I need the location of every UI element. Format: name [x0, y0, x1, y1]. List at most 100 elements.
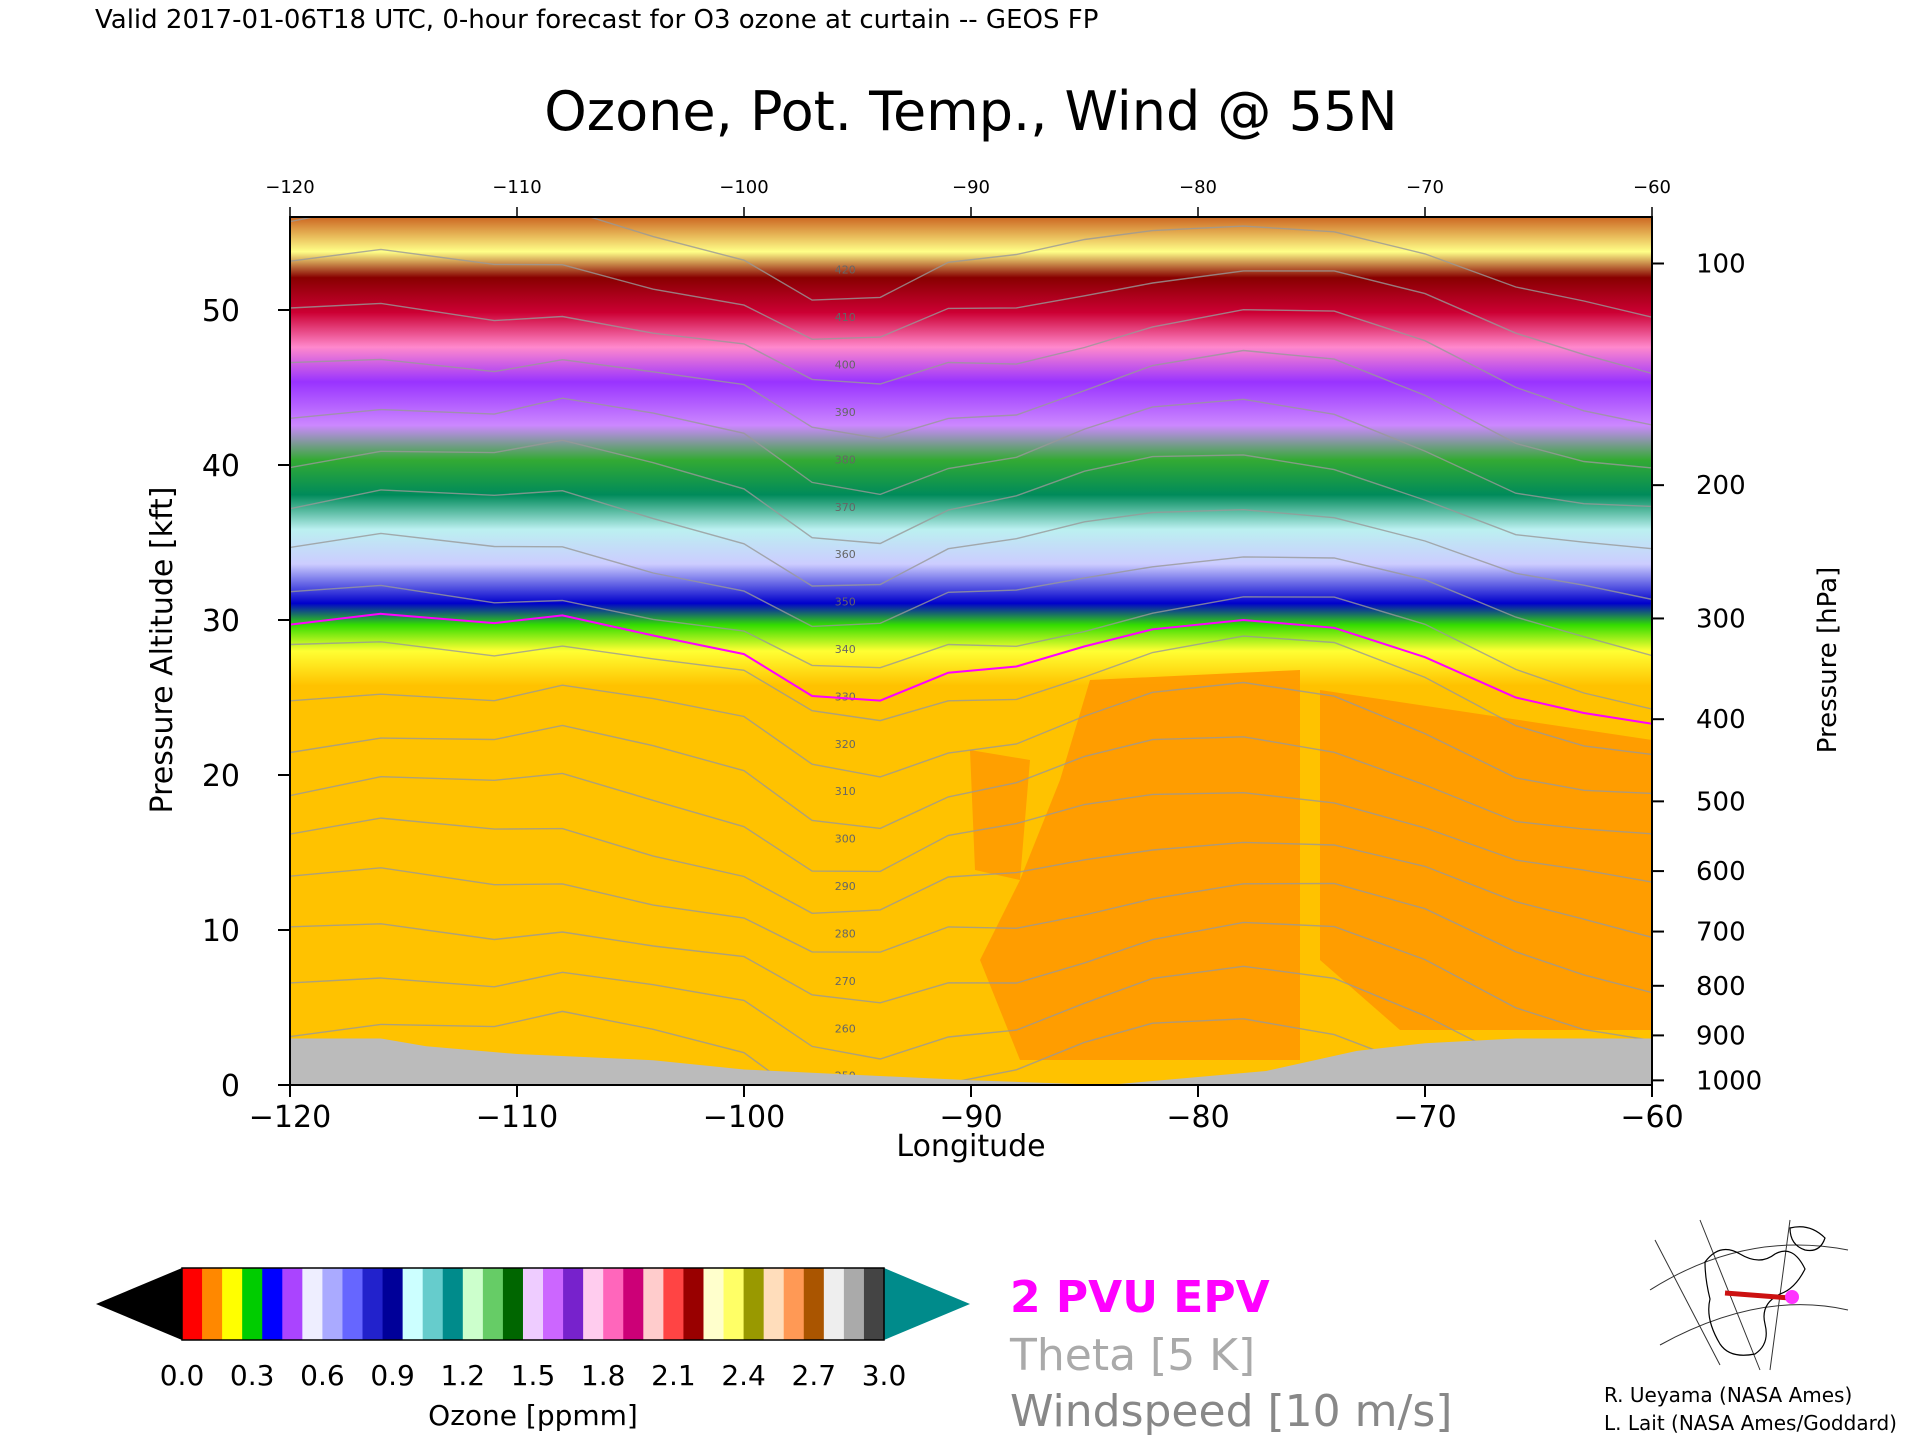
x-axis-bottom: −120 −110 −100 −90 −80 −70 −60: [249, 1085, 1684, 1135]
colorbar-segment: [242, 1268, 263, 1340]
colorbar-segment: [863, 1268, 885, 1340]
colorbar-tick-label: 0.3: [230, 1359, 275, 1392]
theta-contour: [290, 772, 1652, 883]
y2-axis-label: Pressure [hPa]: [1813, 567, 1843, 754]
colorbar-segment: [202, 1268, 223, 1340]
ozone-patch: [1320, 690, 1652, 1030]
theta-contour-label: 390: [835, 406, 856, 419]
curtain-track: [1724, 1290, 1791, 1301]
theta-contour-label: 410: [835, 311, 856, 324]
y-tick-label: 20: [202, 759, 240, 794]
colorbar-tick-label: 0.9: [370, 1359, 415, 1392]
y-tick-label: 10: [202, 914, 240, 949]
theta-contour-label: 270: [835, 975, 856, 988]
colorbar-segment: [402, 1268, 424, 1340]
theta-contour-label: 370: [835, 501, 856, 514]
theta-contour: [290, 724, 1652, 835]
colorbar-segment: [563, 1268, 584, 1340]
pressure-tick-label: 900: [1696, 1021, 1746, 1051]
colorbar-segment: [382, 1268, 404, 1340]
theta-contour: [290, 965, 1652, 1082]
colorbar-tick-label: 1.5: [511, 1359, 556, 1392]
theta-contour-label: 310: [835, 785, 856, 798]
colorbar-segment: [783, 1268, 805, 1340]
location-map-inset: [1645, 1218, 1851, 1371]
colorbar-segment: [603, 1268, 624, 1340]
colorbar-segment: [543, 1268, 564, 1340]
pressure-tick-label: 800: [1696, 972, 1746, 1002]
theta-contour: [290, 532, 1652, 657]
pressure-tick-label: 300: [1696, 604, 1746, 634]
x-tick-label: −100: [703, 1100, 785, 1135]
orange-high-ozone-patches: [970, 670, 1652, 1060]
colorbar-segment: [262, 1268, 283, 1340]
y-axis-label: Pressure Altitude [kft]: [145, 487, 180, 814]
colorbar-segment: [422, 1268, 444, 1340]
colorbar-segment: [282, 1268, 303, 1340]
pressure-tick-label: 600: [1696, 857, 1746, 887]
colorbar-over-arrow: [884, 1268, 970, 1340]
colorbar-ticks: 0.0 0.3 0.6 0.9 1.2 1.5 1.8 2.1 2.4 2.7 3.0: [160, 1359, 907, 1392]
x-tick-label: −90: [939, 1100, 1002, 1135]
colorbar-segment: [843, 1268, 865, 1340]
colorbar-tick-label: 3.0: [862, 1359, 907, 1392]
colorbar-tick-label: 0.0: [160, 1359, 205, 1392]
terrain-mask: [290, 1038, 1652, 1085]
colorbar-tick-label: 1.8: [581, 1359, 626, 1392]
y-tick-label: 40: [202, 449, 240, 484]
colorbar-segment: [663, 1268, 685, 1340]
legend-theta: Theta [5 K]: [1009, 1330, 1255, 1381]
colorbar-segments: [182, 1268, 885, 1340]
theta-contour-label: 360: [835, 548, 856, 561]
colorbar-segment: [723, 1268, 745, 1340]
theta-contour-label: 320: [835, 738, 856, 751]
colorbar-segment: [623, 1268, 644, 1340]
x-tick-label: −80: [1166, 1100, 1229, 1135]
y-axis-right: 100 200 300 400 500 600 700 800 900 1000: [1652, 250, 1762, 1096]
pressure-tick-label: 700: [1696, 918, 1746, 948]
theta-contour: [290, 681, 1652, 795]
legend-epv: 2 PVU EPV: [1010, 1272, 1270, 1323]
pressure-tick-label: 400: [1696, 705, 1746, 735]
theta-contour-label: 340: [835, 643, 856, 656]
theta-contour: [290, 397, 1652, 508]
x-tick-label: −70: [1393, 1100, 1456, 1135]
colorbar-segment: [462, 1268, 484, 1340]
curtain-endpoint-marker: [1785, 1290, 1799, 1304]
theta-contour: [290, 217, 1652, 318]
y-tick-label: 30: [202, 604, 240, 639]
colorbar-segment: [182, 1268, 203, 1340]
colorbar-segment: [683, 1268, 705, 1340]
colorbar-segment: [362, 1268, 384, 1340]
colorbar-segment: [703, 1268, 725, 1340]
top-x-tick-label: −120: [265, 177, 314, 198]
colorbar-segment: [322, 1268, 344, 1340]
legend-windspeed: Windspeed [10 m/s]: [1010, 1386, 1452, 1437]
pressure-tick-label: 200: [1696, 471, 1746, 501]
colorbar-tick-label: 2.1: [651, 1359, 696, 1392]
pressure-tick-label: 100: [1696, 250, 1746, 280]
colorbar-frame: [181, 1267, 885, 1341]
colorbar-segment: [342, 1268, 364, 1340]
theta-contour-label: 350: [835, 596, 856, 609]
theta-contour-label: 280: [835, 927, 856, 940]
valid-time-header: Valid 2017-01-06T18 UTC, 0-hour forecast…: [95, 5, 1098, 35]
theta-contour-label: 300: [835, 833, 856, 846]
pressure-tick-label: 1000: [1696, 1066, 1762, 1096]
top-x-tick-label: −60: [1633, 177, 1671, 198]
credit-line-2: L. Lait (NASA Ames/Goddard): [1604, 1411, 1897, 1435]
theta-contour-label: 290: [835, 880, 856, 893]
colorbar-tick-label: 2.4: [721, 1359, 766, 1392]
theta-contour-label: 330: [835, 690, 856, 703]
theta-contour-label: 420: [835, 264, 856, 277]
x-tick-label: −120: [249, 1100, 331, 1135]
colorbar-under-arrow: [96, 1268, 182, 1340]
colorbar-tick-label: 1.2: [441, 1359, 486, 1392]
top-x-tick-label: −70: [1406, 177, 1444, 198]
colorbar-segment: [583, 1268, 604, 1340]
theta-contour: [290, 248, 1652, 375]
colorbar-segment: [522, 1268, 544, 1340]
top-x-tick-label: −80: [1179, 177, 1217, 198]
x-tick-label: −110: [476, 1100, 558, 1135]
ozone-patch: [970, 750, 1030, 880]
